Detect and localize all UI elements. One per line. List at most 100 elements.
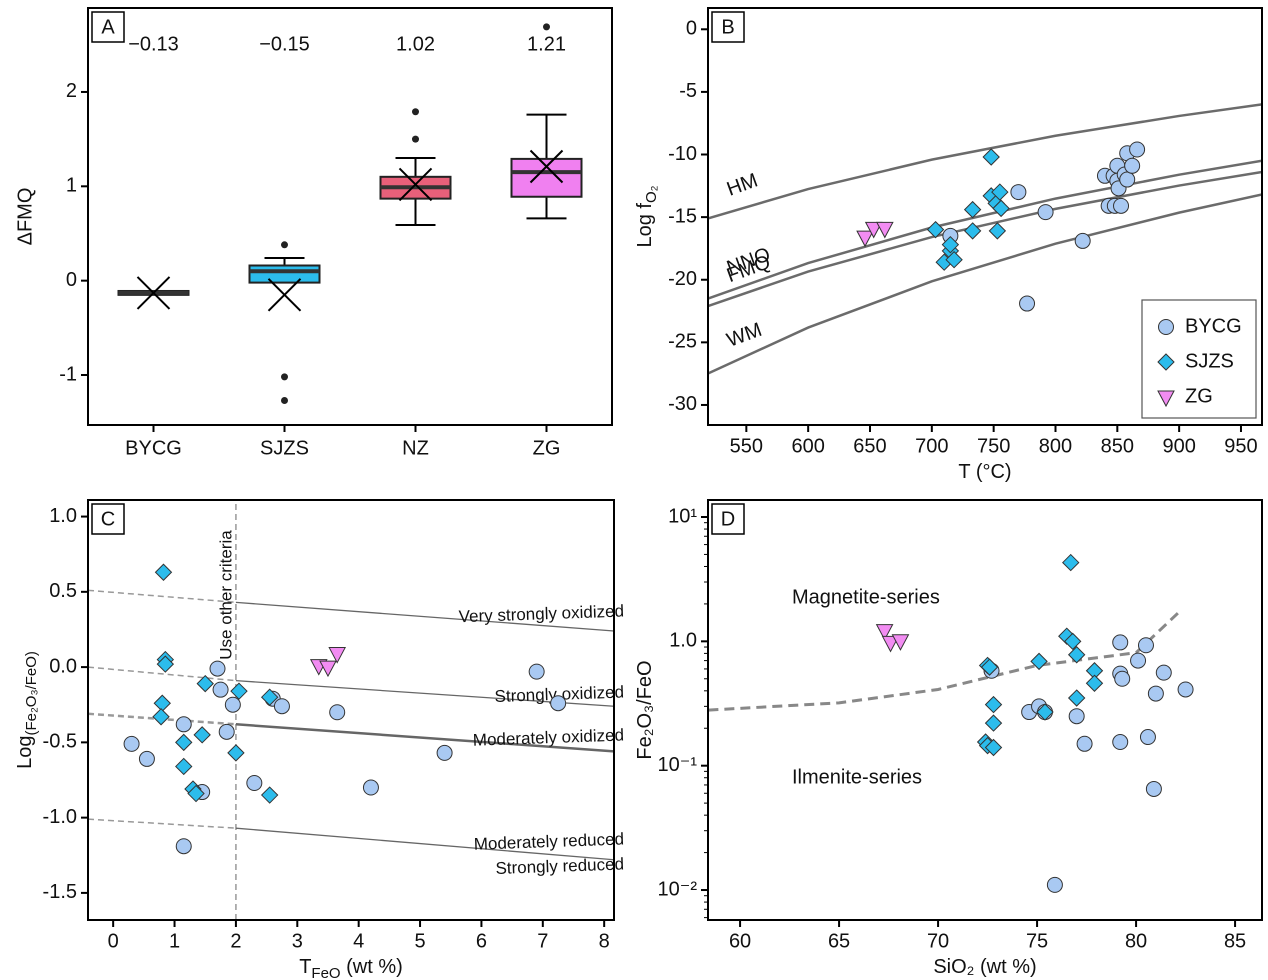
plot-frame	[87, 499, 615, 921]
point	[1068, 708, 1085, 725]
x-tick-label: 6	[476, 930, 487, 952]
point	[1067, 646, 1086, 664]
annotation: Ilmenite-series	[792, 766, 922, 788]
axis-title: SiO₂ (wt %)	[933, 956, 1036, 978]
point	[1076, 735, 1093, 752]
y-tick-label: -0.5	[43, 731, 77, 753]
point	[224, 696, 241, 713]
outlier	[543, 23, 550, 31]
axis-title: Log(Fe₂O₃/FeO)	[14, 651, 40, 769]
point	[991, 183, 1009, 201]
x-tick-label: 60	[729, 930, 751, 952]
y-tick-label: 10¹	[668, 505, 697, 527]
x-tick-label: 2	[230, 930, 241, 952]
point	[528, 663, 545, 680]
y-tick-label: 10⁻²	[658, 878, 698, 900]
point	[891, 634, 910, 651]
y-tick-label: -10	[668, 143, 697, 165]
point	[1137, 637, 1154, 654]
mean-marker	[398, 167, 433, 202]
point	[984, 714, 1003, 732]
annotation: Strongly reduced	[495, 854, 624, 877]
curve	[708, 103, 1262, 220]
x-tick-label: 850	[1101, 435, 1134, 457]
point	[1113, 197, 1130, 214]
box	[510, 157, 583, 198]
point	[138, 750, 155, 767]
point	[945, 250, 963, 269]
point	[196, 674, 214, 693]
x-tick-label: 7	[537, 930, 548, 952]
y-tick-label: -15	[668, 205, 697, 227]
y-tick-label: 0.5	[49, 580, 77, 602]
point	[1155, 664, 1172, 681]
outlier	[412, 135, 419, 143]
point	[1157, 390, 1175, 408]
y-tick-label: 1.0	[49, 505, 77, 527]
y-tick-label: 0	[686, 18, 697, 40]
mean-marker	[136, 276, 171, 310]
point	[175, 716, 192, 733]
x-tick-label: 900	[1162, 435, 1195, 457]
x-tick-label: 750	[977, 435, 1010, 457]
subscript: O₂	[643, 185, 660, 203]
mean-marker	[529, 149, 564, 184]
point	[864, 221, 883, 239]
legend-label: ZG	[1185, 385, 1213, 407]
y-tick-label: -1	[59, 363, 77, 385]
axis-title: T (°C)	[958, 461, 1011, 483]
curve	[708, 608, 1183, 712]
x-tick-label: NZ	[402, 437, 429, 459]
x-tick-label: 0	[108, 930, 119, 952]
x-tick-label: 70	[927, 930, 949, 952]
x-tick-label: 80	[1125, 930, 1147, 952]
point	[273, 698, 290, 715]
point	[1112, 734, 1129, 751]
panel-letter-box	[711, 503, 745, 535]
x-tick-label: 85	[1224, 930, 1246, 952]
point	[362, 779, 379, 796]
point	[984, 695, 1003, 714]
curve	[235, 601, 614, 632]
point	[875, 624, 894, 641]
point	[963, 200, 982, 219]
point	[329, 704, 346, 721]
point	[436, 744, 453, 761]
x-tick-label: 950	[1224, 435, 1257, 457]
y-tick-label: -1.5	[43, 881, 77, 903]
point	[1036, 703, 1054, 721]
subscript: (Fe₂O₃/FeO)	[23, 651, 40, 735]
box	[248, 264, 321, 284]
axis-title: Fe₂O₃/FeO	[634, 660, 656, 759]
point	[227, 744, 245, 762]
point	[1112, 634, 1129, 651]
x-tick-label: ZG	[533, 437, 561, 459]
curve	[708, 159, 1262, 300]
outlier	[412, 108, 419, 116]
point	[209, 660, 226, 677]
point	[212, 681, 229, 698]
point	[246, 775, 263, 792]
mean-marker	[267, 278, 302, 312]
curve	[708, 193, 1262, 375]
point	[1046, 876, 1063, 893]
panel-letter-box	[711, 11, 745, 43]
x-tick-label: 700	[915, 435, 948, 457]
panel-letter-box	[91, 503, 125, 535]
point	[1145, 780, 1162, 797]
point	[260, 786, 279, 804]
mean-label: −0.15	[259, 33, 310, 55]
point	[856, 230, 874, 248]
panel-letter: D	[721, 508, 735, 530]
point	[926, 220, 945, 239]
axis-title-part: SiO₂ (wt %)	[933, 956, 1036, 978]
y-tick-label: -25	[668, 331, 697, 353]
y-tick-label: 0	[66, 269, 77, 291]
annotation: Moderately reduced	[473, 829, 624, 853]
x-tick-label: 550	[730, 435, 763, 457]
axis-title-part: Log f	[634, 203, 656, 248]
point	[193, 726, 211, 744]
outlier	[281, 396, 288, 404]
axis-title: Log fO₂	[634, 185, 660, 247]
